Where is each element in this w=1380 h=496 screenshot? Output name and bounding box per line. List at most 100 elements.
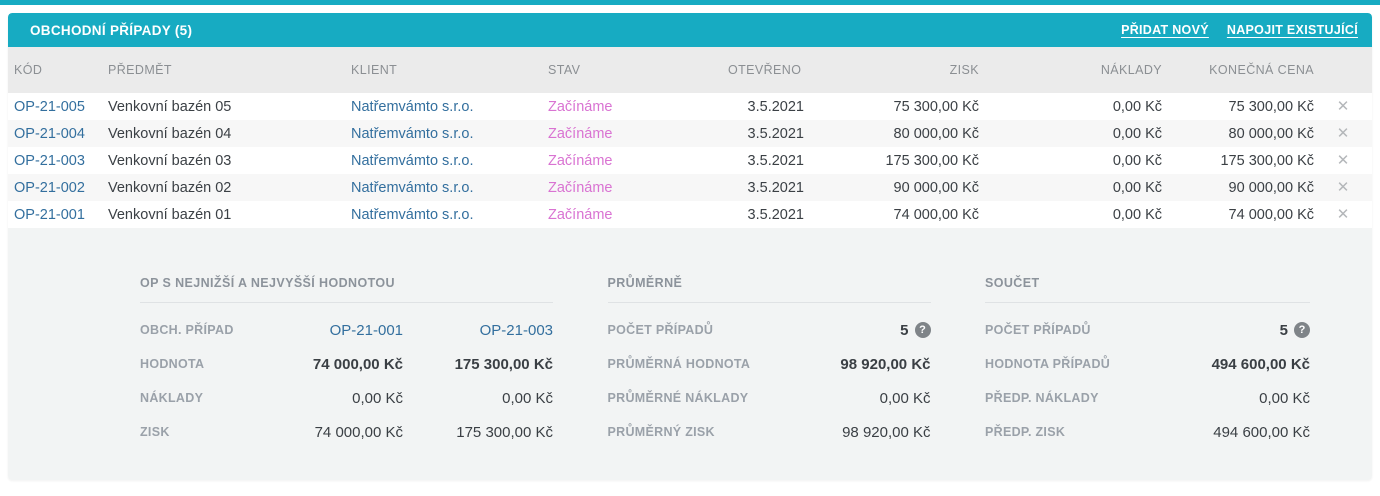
summary-value: 175 300,00 Kč bbox=[454, 355, 553, 373]
summary-row: PRŮMĚRNÁ HODNOTA 98 920,00 Kč bbox=[608, 347, 931, 381]
final-price-value: 90 000,00 Kč bbox=[1228, 179, 1314, 196]
profit-value: 175 300,00 Kč bbox=[885, 152, 979, 169]
summary-row: OBCH. PŘÍPAD OP-21-001 OP-21-003 bbox=[140, 313, 553, 347]
client-link[interactable]: Natřemvámto s.r.o. bbox=[351, 125, 474, 142]
case-subject: Venkovní bazén 02 bbox=[108, 179, 232, 196]
summary-row: PŘEDP. NÁKLADY 0,00 Kč bbox=[985, 381, 1310, 415]
summary-title: OP S NEJNIŽŠÍ A NEJVYŠŠÍ HODNOTOU bbox=[140, 276, 553, 303]
summary-value: 0,00 Kč bbox=[352, 389, 403, 407]
table-row: OP-21-004 Venkovní bazén 04 Natřemvámto … bbox=[8, 120, 1372, 147]
case-subject: Venkovní bazén 05 bbox=[108, 98, 232, 115]
summary-label: HODNOTA bbox=[140, 357, 205, 371]
summary-label: PRŮMĚRNÝ ZISK bbox=[607, 425, 715, 439]
summary-title: PRŮMĚRNĚ bbox=[607, 276, 931, 303]
lowest-case-link[interactable]: OP-21-001 bbox=[329, 321, 403, 339]
table-header-row: KÓD PŘEDMĚT KLIENT STAV OTEVŘENO O ZISK … bbox=[8, 47, 1372, 93]
remove-case-icon[interactable]: ✕ bbox=[1336, 97, 1350, 115]
column-header-otevreno: OTEVŘENO O bbox=[728, 47, 804, 93]
top-accent-strip bbox=[0, 0, 1380, 5]
summary-value: 494 600,00 Kč bbox=[1211, 355, 1310, 373]
opened-date: 3.5.2021 bbox=[747, 125, 804, 142]
panel-title: OBCHODNÍ PŘÍPADY (5) bbox=[30, 22, 193, 38]
final-price-value: 75 300,00 Kč bbox=[1228, 98, 1314, 115]
summary-row: ZISK 74 000,00 Kč 175 300,00 Kč bbox=[140, 415, 553, 449]
case-subject: Venkovní bazén 03 bbox=[108, 152, 232, 169]
summary-row: NÁKLADY 0,00 Kč 0,00 Kč bbox=[140, 381, 553, 415]
table-row: OP-21-003 Venkovní bazén 03 Natřemvámto … bbox=[8, 147, 1372, 174]
summary-row: PRŮMĚRNÉ NÁKLADY 0,00 Kč bbox=[608, 381, 931, 415]
case-subject: Venkovní bazén 01 bbox=[108, 206, 232, 223]
column-header-klient: KLIENT bbox=[351, 47, 548, 93]
costs-value: 0,00 Kč bbox=[1112, 179, 1162, 196]
final-price-value: 175 300,00 Kč bbox=[1220, 152, 1314, 169]
summary-label: PRŮMĚRNÉ NÁKLADY bbox=[607, 391, 749, 405]
remove-case-icon[interactable]: ✕ bbox=[1336, 124, 1350, 142]
table-row: OP-21-001 Venkovní bazén 01 Natřemvámto … bbox=[8, 201, 1372, 228]
remove-case-icon[interactable]: ✕ bbox=[1336, 205, 1350, 223]
costs-value: 0,00 Kč bbox=[1112, 98, 1162, 115]
summary-section-average: PRŮMĚRNĚ POČET PŘÍPADŮ 5? PRŮMĚRNÁ HODNO… bbox=[607, 276, 931, 450]
profit-value: 80 000,00 Kč bbox=[893, 125, 979, 142]
summary-label: ZISK bbox=[140, 425, 170, 439]
status-badge: Začínáme bbox=[548, 152, 613, 169]
summary-value: 0,00 Kč bbox=[879, 389, 931, 407]
summary-value: 5? bbox=[1280, 322, 1310, 339]
final-price-value: 80 000,00 Kč bbox=[1228, 125, 1314, 142]
summary-row: HODNOTA PŘÍPADŮ 494 600,00 Kč bbox=[985, 347, 1310, 381]
help-icon[interactable]: ? bbox=[914, 322, 931, 338]
summary-value: 98 920,00 Kč bbox=[842, 423, 931, 441]
summary-section-total: SOUČET POČET PŘÍPADŮ 5? HODNOTA PŘÍPADŮ … bbox=[985, 276, 1310, 450]
profit-value: 75 300,00 Kč bbox=[893, 98, 979, 115]
remove-case-icon[interactable]: ✕ bbox=[1336, 151, 1350, 169]
remove-case-icon[interactable]: ✕ bbox=[1336, 178, 1350, 196]
opened-date: 3.5.2021 bbox=[747, 152, 804, 169]
opened-date: 3.5.2021 bbox=[747, 98, 804, 115]
case-code-link[interactable]: OP-21-003 bbox=[14, 152, 85, 169]
case-code-link[interactable]: OP-21-001 bbox=[14, 206, 85, 223]
table-row: OP-21-005 Venkovní bazén 05 Natřemvámto … bbox=[8, 93, 1372, 120]
summary-row: PRŮMĚRNÝ ZISK 98 920,00 Kč bbox=[608, 415, 931, 449]
summary-value: 5? bbox=[900, 322, 931, 339]
summary-value: 74 000,00 Kč bbox=[312, 355, 403, 373]
help-icon[interactable]: ? bbox=[1294, 322, 1310, 338]
summary-label: HODNOTA PŘÍPADŮ bbox=[985, 357, 1111, 371]
summary-label: PŘEDP. ZISK bbox=[985, 425, 1066, 439]
case-code-link[interactable]: OP-21-002 bbox=[14, 179, 85, 196]
client-link[interactable]: Natřemvámto s.r.o. bbox=[351, 206, 474, 223]
summary-value: 0,00 Kč bbox=[502, 389, 553, 407]
costs-value: 0,00 Kč bbox=[1112, 152, 1162, 169]
case-subject: Venkovní bazén 04 bbox=[108, 125, 232, 142]
cases-table: KÓD PŘEDMĚT KLIENT STAV OTEVŘENO O ZISK … bbox=[8, 47, 1372, 228]
profit-value: 90 000,00 Kč bbox=[893, 179, 979, 196]
column-header-naklady: NÁKLADY bbox=[979, 47, 1162, 93]
summary-title: SOUČET bbox=[985, 276, 1310, 303]
panel-actions: PŘIDAT NOVÝ NAPOJIT EXISTUJÍCÍ bbox=[1121, 23, 1358, 37]
summary-row: PŘEDP. ZISK 494 600,00 Kč bbox=[985, 415, 1310, 449]
summary-footer: OP S NEJNIŽŠÍ A NEJVYŠŠÍ HODNOTOU OBCH. … bbox=[8, 228, 1372, 480]
summary-value: 175 300,00 Kč bbox=[456, 423, 553, 441]
status-badge: Začínáme bbox=[548, 206, 613, 223]
status-badge: Začínáme bbox=[548, 179, 613, 196]
client-link[interactable]: Natřemvámto s.r.o. bbox=[351, 179, 474, 196]
summary-value: 74 000,00 Kč bbox=[314, 423, 403, 441]
business-cases-panel: OBCHODNÍ PŘÍPADY (5) PŘIDAT NOVÝ NAPOJIT… bbox=[8, 13, 1372, 480]
costs-value: 0,00 Kč bbox=[1112, 206, 1162, 223]
column-header-predmet: PŘEDMĚT bbox=[108, 47, 351, 93]
summary-label: OBCH. PŘÍPAD bbox=[140, 323, 234, 337]
highest-case-link[interactable]: OP-21-003 bbox=[479, 321, 553, 339]
add-new-button[interactable]: PŘIDAT NOVÝ bbox=[1121, 23, 1209, 37]
table-row: OP-21-002 Venkovní bazén 02 Natřemvámto … bbox=[8, 174, 1372, 201]
column-header-zisk: ZISK bbox=[804, 47, 979, 93]
attach-existing-button[interactable]: NAPOJIT EXISTUJÍCÍ bbox=[1226, 23, 1358, 37]
costs-value: 0,00 Kč bbox=[1112, 125, 1162, 142]
opened-date: 3.5.2021 bbox=[747, 206, 804, 223]
summary-value: 0,00 Kč bbox=[1259, 389, 1310, 407]
summary-label: NÁKLADY bbox=[140, 391, 204, 405]
case-code-link[interactable]: OP-21-004 bbox=[14, 125, 85, 142]
case-code-link[interactable]: OP-21-005 bbox=[14, 98, 85, 115]
summary-label: PRŮMĚRNÁ HODNOTA bbox=[607, 357, 751, 371]
client-link[interactable]: Natřemvámto s.r.o. bbox=[351, 98, 474, 115]
summary-label: POČET PŘÍPADŮ bbox=[607, 323, 714, 337]
client-link[interactable]: Natřemvámto s.r.o. bbox=[351, 152, 474, 169]
status-badge: Začínáme bbox=[548, 125, 613, 142]
